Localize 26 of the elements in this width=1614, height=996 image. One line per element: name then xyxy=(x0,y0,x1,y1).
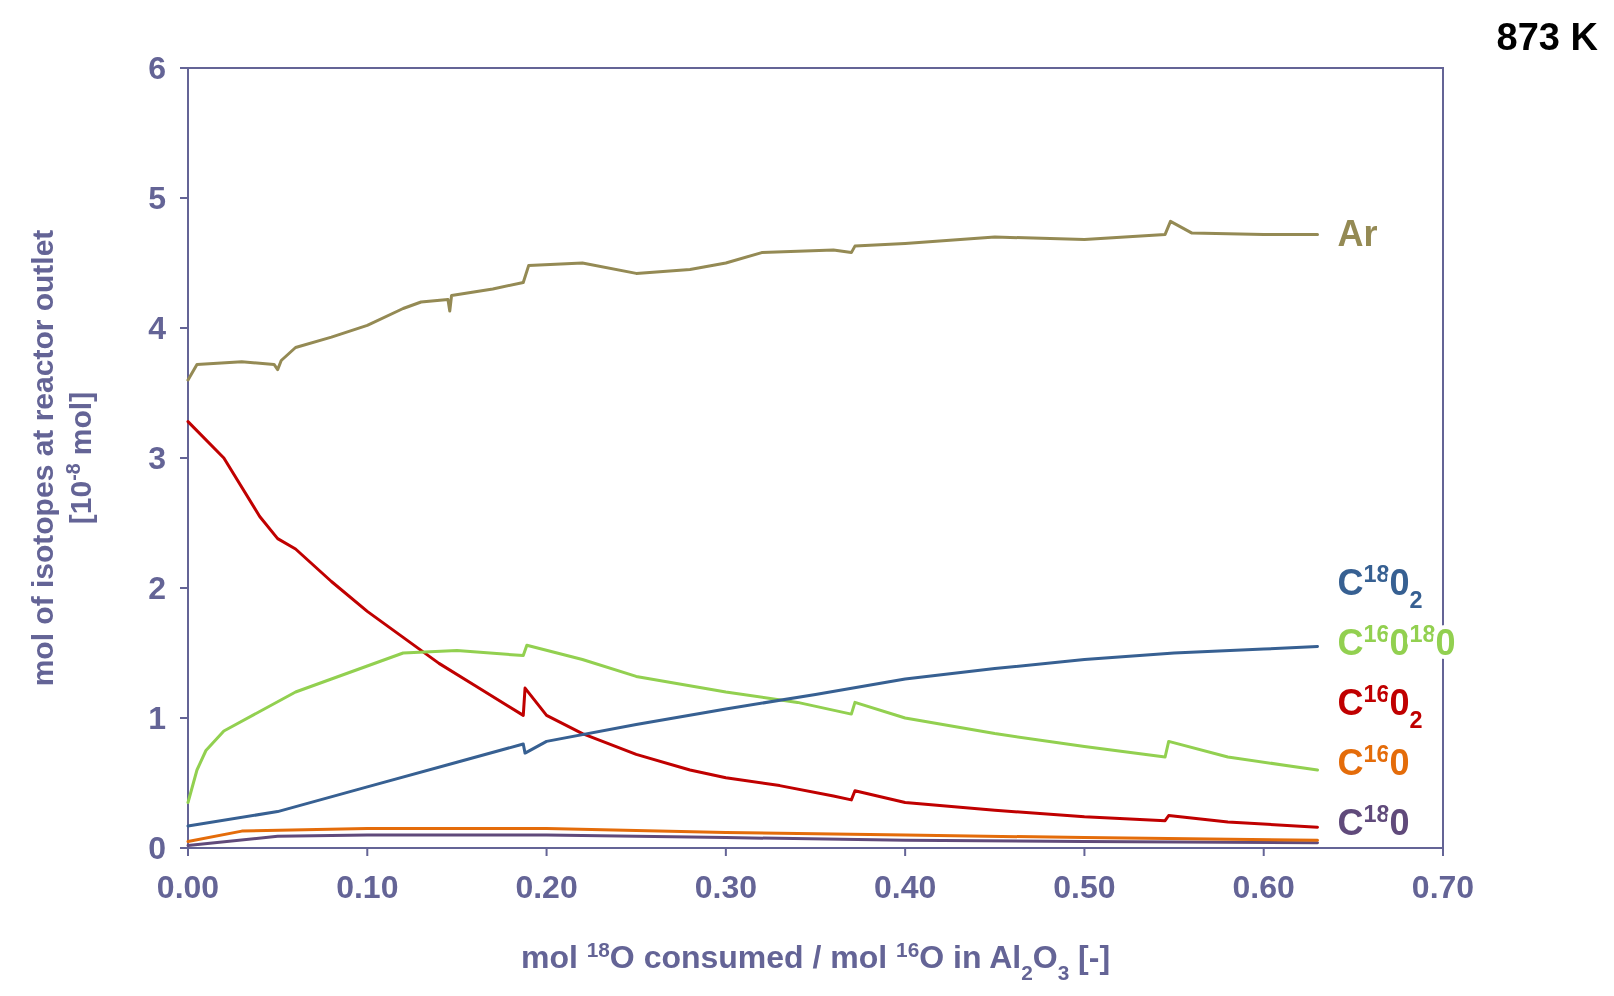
line-series xyxy=(186,833,1319,847)
y-tick-label: 6 xyxy=(148,50,166,86)
x-tick-label: 0.30 xyxy=(694,869,757,905)
y-tick-label: 2 xyxy=(148,570,166,606)
series-label: C$^{18}$0$_{2}$ xyxy=(1337,561,1423,613)
x-tick-label: 0.20 xyxy=(515,869,578,905)
y-tick-label: 4 xyxy=(148,310,167,346)
y-tick-label: 3 xyxy=(148,440,166,476)
series-label: C$^{16}$0 xyxy=(1337,741,1410,783)
text: mol $^{18}$O consumed / mol $^{16}$O in Al$_{2}$O$_{3}$ [-] xyxy=(520,937,1111,984)
line-series xyxy=(186,420,1319,829)
y-tick-label: 1 xyxy=(148,700,166,736)
text: C$^{16}$0$_{2}$ xyxy=(1337,681,1423,733)
x-tick-label: 0.00 xyxy=(156,869,220,905)
series-label: Ar xyxy=(1337,213,1378,255)
y-tick-label: 5 xyxy=(148,180,166,216)
x-tick-label: 0.50 xyxy=(1053,869,1116,905)
x-tick-label: 0.40 xyxy=(874,869,937,905)
text: 873 K xyxy=(1496,16,1599,58)
line-series xyxy=(186,219,1319,382)
y-tick-label: 0 xyxy=(148,830,166,866)
x-tick-label: 0.70 xyxy=(1411,869,1475,905)
x-tick-label: 0.10 xyxy=(336,869,399,905)
line-series xyxy=(186,827,1319,843)
series-label: C$^{18}$0 xyxy=(1337,801,1410,843)
x-tick-label: 0.60 xyxy=(1232,869,1295,905)
